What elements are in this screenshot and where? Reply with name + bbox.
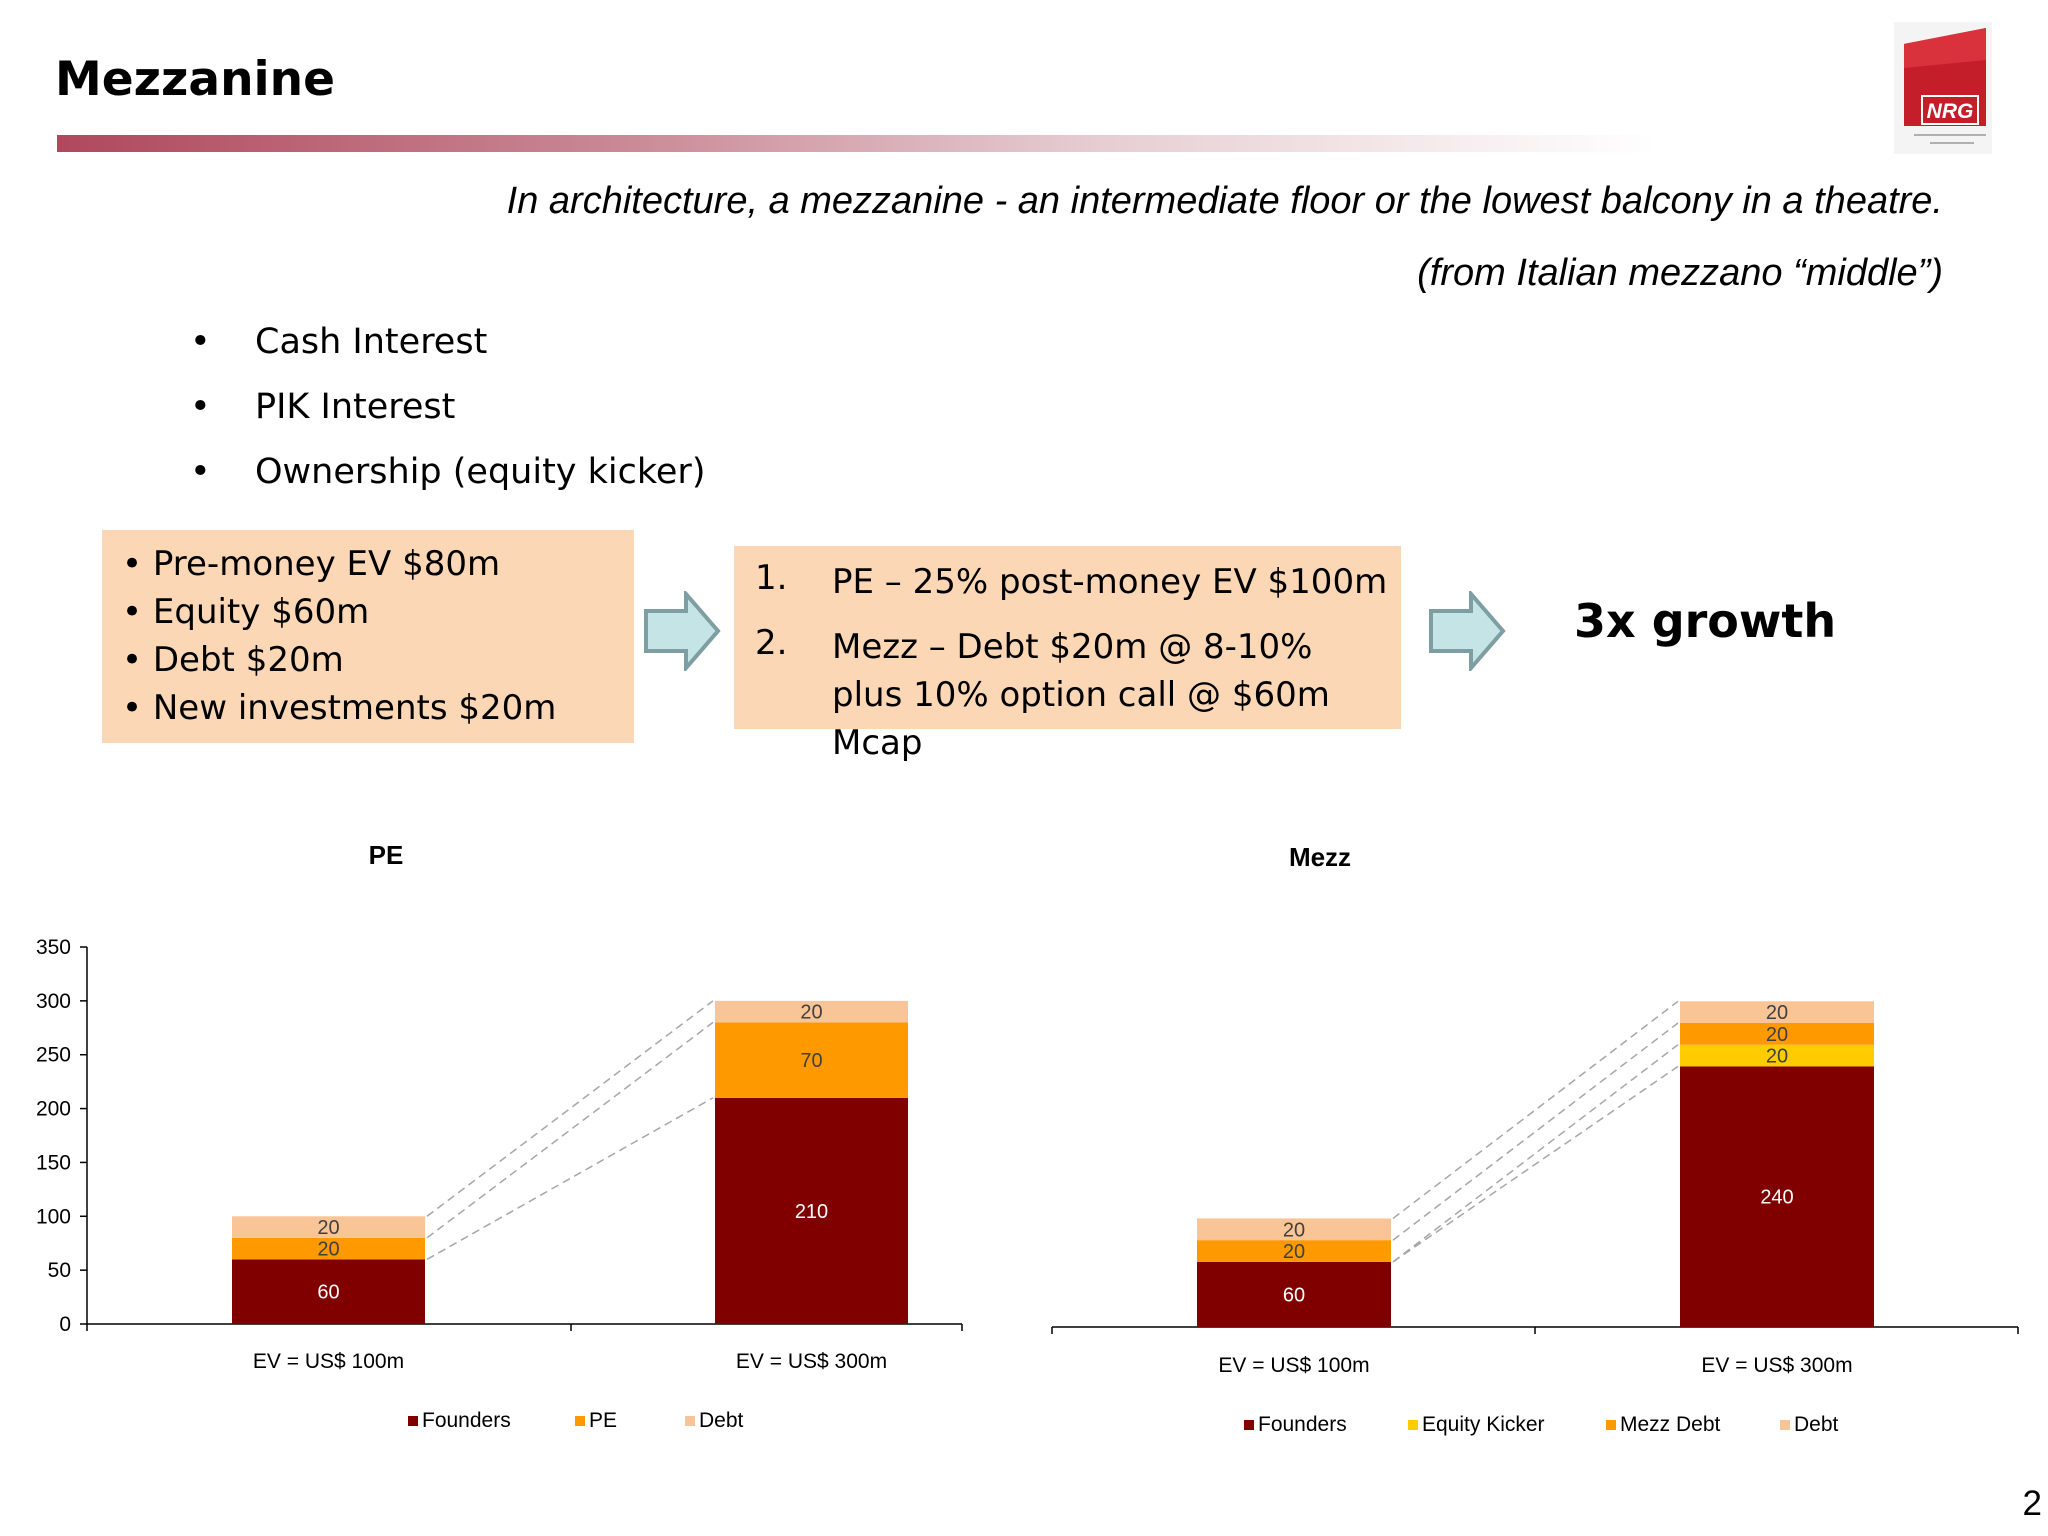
bar-segment (715, 1022, 908, 1098)
bar-segment (1680, 1044, 1874, 1067)
deal-term-item: 2. Mezz – Debt $20m @ 8-10% plus 10% opti… (755, 623, 1330, 763)
legend-swatch (1408, 1420, 1418, 1430)
bar-segment (1680, 1023, 1874, 1045)
data-label: 20 (1766, 1024, 1788, 1046)
arrow-right-icon (1429, 591, 1506, 671)
pre-money-box: • Pre-money EV $80m • Equity $60m • Debt… (102, 530, 634, 743)
bar-segment (1197, 1240, 1391, 1262)
data-label: 20 (800, 1002, 822, 1024)
data-label: 60 (1283, 1284, 1305, 1306)
connector-line (1392, 1022, 1679, 1241)
x-category-label: EV = US$ 300m (736, 1350, 887, 1373)
data-label: 240 (1760, 1187, 1793, 1209)
bar-segment (1197, 1218, 1391, 1241)
quote-line-1: In architecture, a mezzanine - an interm… (506, 180, 1943, 222)
box1-line: • Equity $60m (122, 592, 370, 632)
legend-swatch (1606, 1420, 1616, 1430)
bar-segment (1680, 1001, 1874, 1023)
legend-label: Founders (422, 1409, 511, 1432)
bar-segment (232, 1216, 425, 1238)
legend-label: Debt (699, 1409, 744, 1432)
data-label: 20 (1283, 1241, 1305, 1263)
legend-label: Debt (1794, 1413, 1839, 1436)
connector-line (426, 1000, 714, 1217)
growth-label: 3x growth (1574, 594, 1837, 648)
data-label: 20 (1283, 1219, 1305, 1241)
bullet-item: Cash Interest (190, 318, 705, 383)
deal-terms-box: 1. PE – 25% post-money EV $100m 2. Mezz – … (734, 546, 1401, 763)
y-tick-label: 100 (36, 1205, 71, 1228)
legend-label: Equity Kicker (1422, 1413, 1545, 1436)
legend-swatch (408, 1416, 418, 1426)
legend-label: Mezz Debt (1620, 1413, 1721, 1436)
y-tick-label: 250 (36, 1044, 71, 1067)
box1-line: • Pre-money EV $80m (122, 544, 501, 584)
bar-segment (715, 1097, 908, 1324)
bar-segment (232, 1259, 425, 1324)
x-category-label: EV = US$ 100m (1218, 1354, 1369, 1377)
data-label: 20 (317, 1239, 339, 1261)
page-number: 2 (2022, 1484, 2042, 1523)
connector-line (426, 1021, 714, 1239)
legend-swatch (685, 1416, 695, 1426)
y-tick-label: 50 (48, 1259, 71, 1282)
data-label: 210 (795, 1201, 828, 1223)
bar-segment (1680, 1066, 1874, 1327)
chart-title: Mezz (1289, 842, 1351, 872)
chart-title: PE (369, 840, 404, 870)
legend-label: Founders (1258, 1413, 1347, 1436)
box1-line: • Debt $20m (122, 640, 344, 680)
connector-line (1392, 1044, 1679, 1263)
nrg-logo: NRG (1894, 22, 1992, 154)
bar-segment (232, 1237, 425, 1260)
x-category-label: EV = US$ 100m (253, 1350, 404, 1373)
logo-text: NRG (1927, 100, 1974, 123)
x-category-label: EV = US$ 300m (1701, 1354, 1852, 1377)
y-tick-label: 150 (36, 1151, 71, 1174)
deal-term-item: 1. PE – 25% post-money EV $100m (755, 558, 1388, 602)
bullet-item: PIK Interest (190, 383, 705, 448)
legend-swatch (1780, 1420, 1790, 1430)
legend-label: PE (589, 1409, 617, 1432)
bullet-item: Ownership (equity kicker) (190, 448, 705, 513)
y-tick-label: 0 (59, 1313, 71, 1336)
connector-line (1392, 1065, 1679, 1263)
y-tick-label: 200 (36, 1098, 71, 1121)
y-tick-label: 300 (36, 990, 71, 1013)
legend-swatch (1244, 1420, 1254, 1430)
bar-segment (715, 1000, 908, 1023)
data-label: 20 (1766, 1046, 1788, 1068)
box1-line: • New investments $20m (122, 688, 557, 728)
data-label: 70 (800, 1050, 822, 1072)
data-label: 60 (317, 1282, 339, 1304)
data-label: 20 (317, 1217, 339, 1239)
y-tick-label: 350 (36, 936, 71, 959)
title-underline-bar (57, 135, 1657, 152)
page-title: Mezzanine (55, 52, 335, 107)
quote-line-2: (from Italian mezzano “middle”) (1417, 252, 1943, 294)
bar-segment (1197, 1261, 1391, 1327)
data-label: 20 (1766, 1002, 1788, 1024)
legend-swatch (575, 1416, 585, 1426)
arrow-right-icon (644, 591, 721, 671)
feature-bullet-list: Cash Interest PIK Interest Ownership (eq… (190, 318, 705, 513)
connector-line (1392, 1000, 1679, 1220)
connector-line (426, 1097, 714, 1261)
